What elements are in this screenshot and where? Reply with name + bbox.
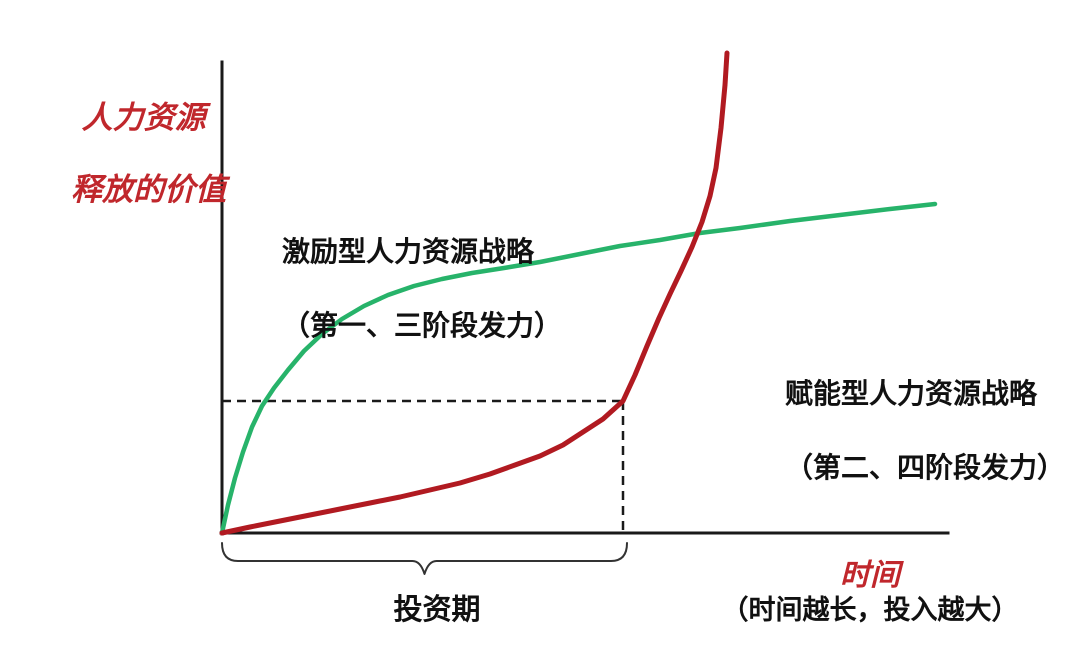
y-axis-label-line2: 释放的价值 [71, 172, 227, 208]
y-axis-label: 人力资源 释放的价值 [28, 64, 226, 244]
green-series-annotation-line2: （第一、三阶段发力） [282, 309, 563, 342]
x-axis-title: 时间 [840, 558, 900, 593]
investment-period-brace [221, 542, 628, 575]
y-axis-label-line1: 人力资源 [81, 100, 206, 136]
x-axis-subtitle: （时间越长，投入越大） [721, 595, 1019, 626]
green-series-annotation-line1: 激励型人力资源战略 [282, 235, 535, 268]
red-series-annotation-line2: （第二、四阶段发力） [785, 451, 1066, 484]
red-curve-enablement-strategy [219, 50, 730, 536]
investment-period-label: 投资期 [393, 592, 481, 626]
red-series-annotation: 赋能型人力资源战略 （第二、四阶段发力） [746, 338, 1065, 523]
red-series-annotation-line1: 赋能型人力资源战略 [785, 377, 1038, 410]
green-curve-incentive-strategy [219, 201, 938, 536]
green-series-annotation: 激励型人力资源战略 （第一、三阶段发力） [243, 196, 562, 381]
